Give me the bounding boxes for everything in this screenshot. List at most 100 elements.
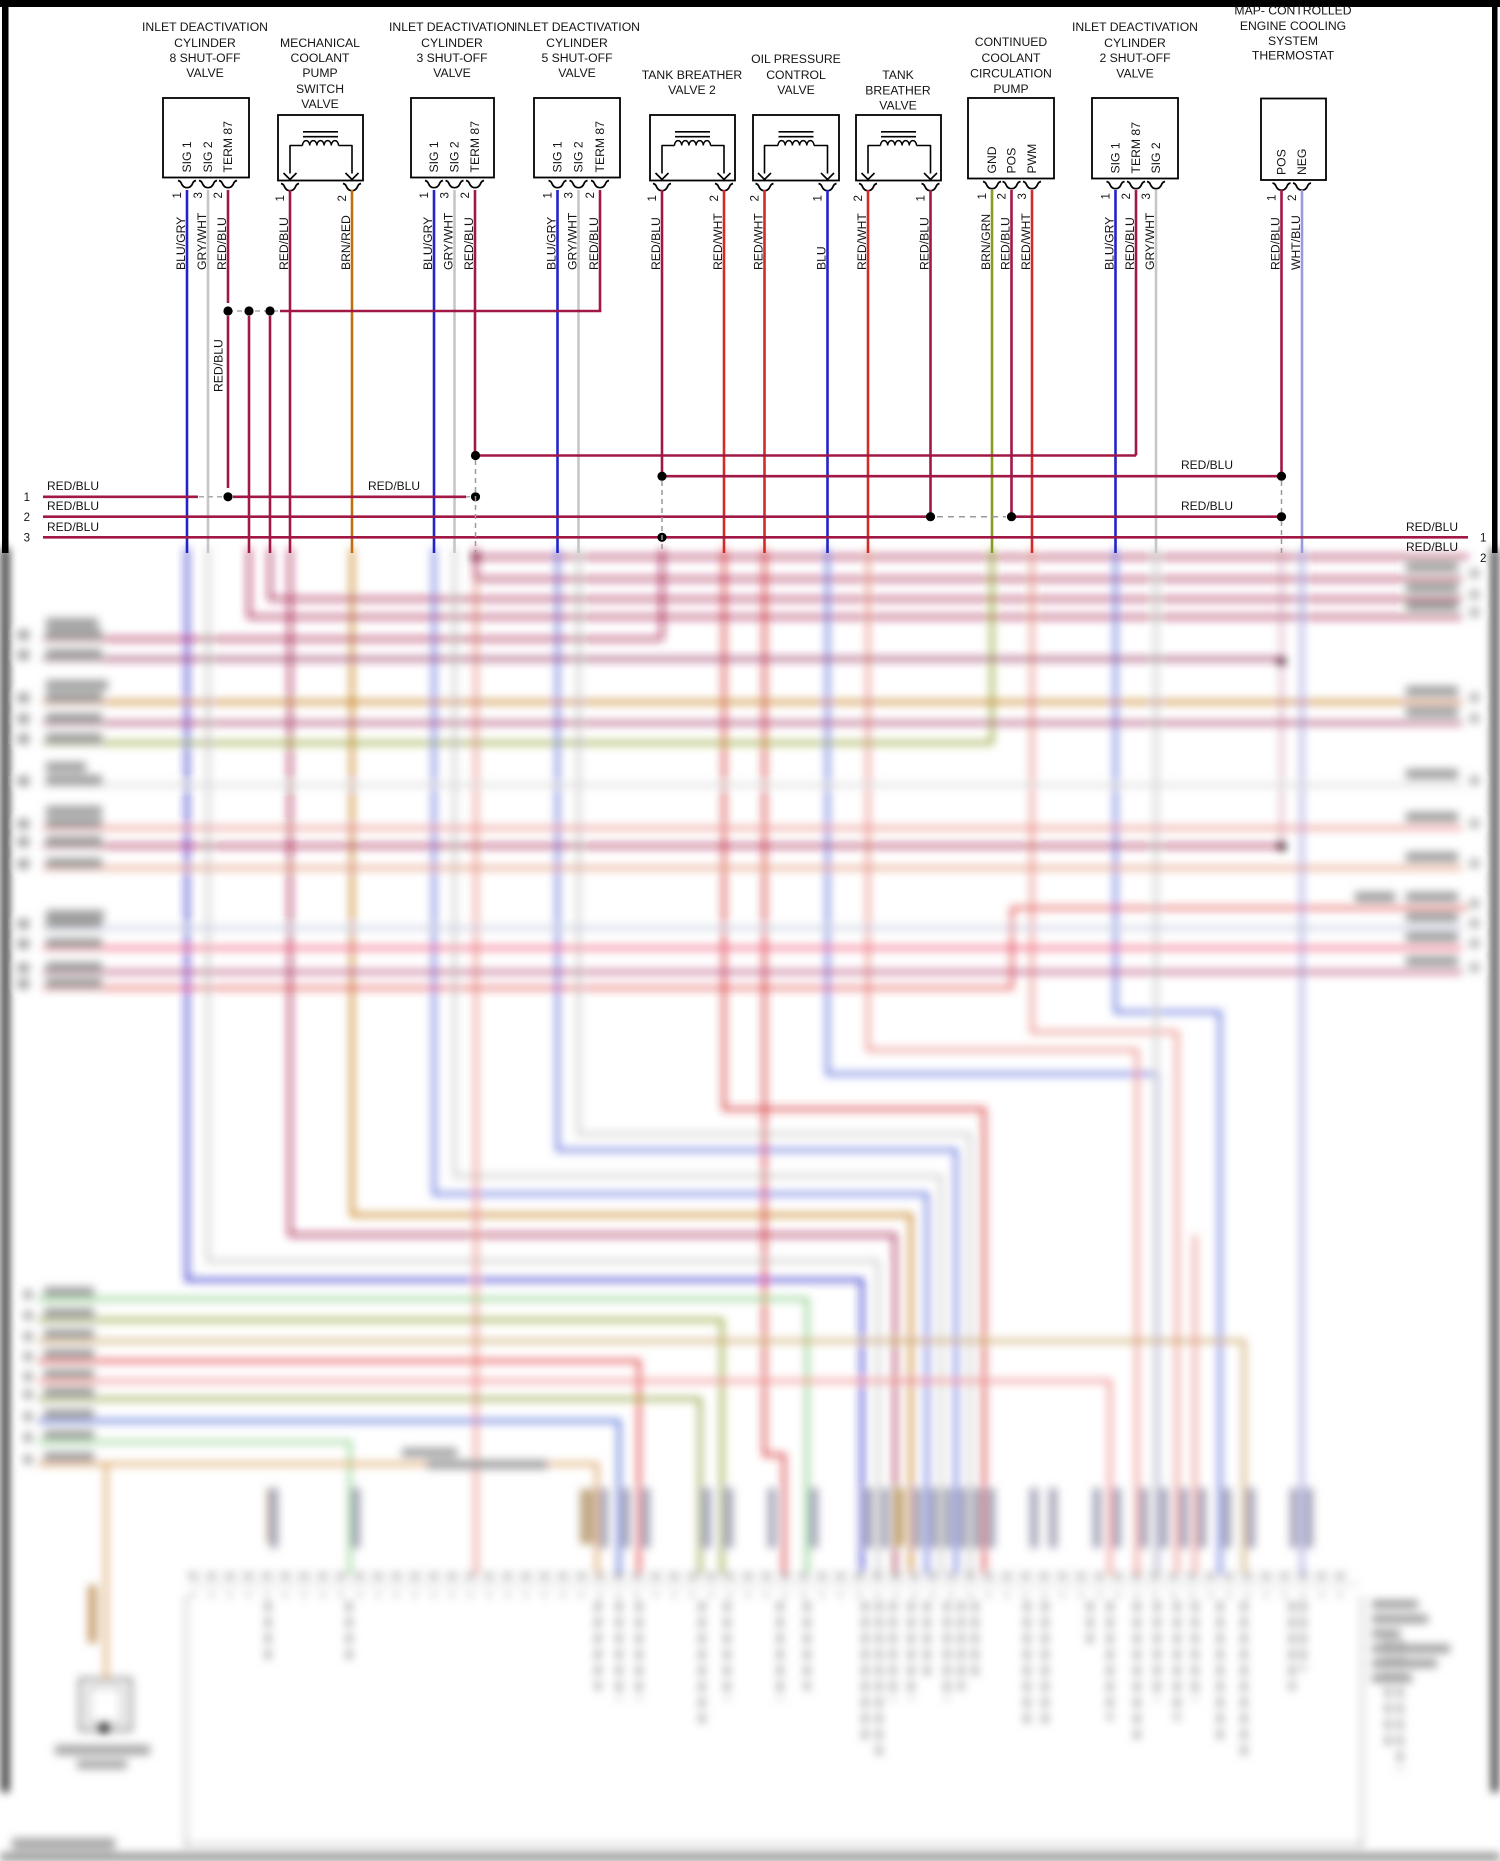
svg-text:BLU/GRY: BLU/GRY <box>174 217 188 270</box>
svg-text:3: 3 <box>193 192 205 198</box>
svg-text:INLET DEACTIVATION: INLET DEACTIVATION <box>1072 20 1198 34</box>
svg-text:MAP- CONTROLLED: MAP- CONTROLLED <box>1234 4 1351 18</box>
svg-text:TANK BREATHER: TANK BREATHER <box>642 68 743 82</box>
svg-text:SIG 2: SIG 2 <box>1149 142 1163 173</box>
svg-text:COOLANT: COOLANT <box>982 51 1041 65</box>
svg-text:COOLANT: COOLANT <box>291 51 350 65</box>
svg-text:CYLINDER: CYLINDER <box>421 36 483 50</box>
svg-text:1: 1 <box>419 192 431 198</box>
svg-text:SIG 1: SIG 1 <box>551 141 565 172</box>
svg-text:RED/BLU: RED/BLU <box>1406 520 1458 534</box>
svg-text:RED/BLU: RED/BLU <box>47 520 99 534</box>
svg-text:2: 2 <box>1480 553 1486 565</box>
svg-text:VALVE: VALVE <box>1116 67 1153 81</box>
svg-text:1: 1 <box>1101 193 1113 199</box>
svg-text:2: 2 <box>585 192 597 198</box>
svg-text:1: 1 <box>275 195 287 201</box>
svg-text:CIRCULATION: CIRCULATION <box>970 67 1052 81</box>
svg-text:SIG 1: SIG 1 <box>1109 142 1123 173</box>
svg-text:WHT/BLU: WHT/BLU <box>1289 215 1303 270</box>
svg-text:1: 1 <box>977 193 989 199</box>
svg-text:1: 1 <box>1267 195 1279 201</box>
svg-text:2: 2 <box>337 195 349 201</box>
svg-text:POS: POS <box>1275 149 1289 175</box>
svg-text:RED/BLU: RED/BLU <box>649 217 663 270</box>
svg-text:SWITCH: SWITCH <box>296 82 344 96</box>
svg-text:8 SHUT-OFF: 8 SHUT-OFF <box>169 51 240 65</box>
svg-text:2 SHUT-OFF: 2 SHUT-OFF <box>1099 51 1170 65</box>
svg-text:2: 2 <box>709 195 721 201</box>
svg-text:RED/BLU: RED/BLU <box>212 339 226 392</box>
svg-text:RED/BLU: RED/BLU <box>215 217 229 270</box>
svg-text:3: 3 <box>564 192 576 198</box>
svg-text:BREATHER: BREATHER <box>865 84 931 98</box>
svg-text:RED/BLU: RED/BLU <box>277 217 291 270</box>
svg-text:1: 1 <box>647 195 659 201</box>
svg-text:2: 2 <box>1287 195 1299 201</box>
svg-text:RED/BLU: RED/BLU <box>918 217 932 270</box>
svg-text:RED/WHT: RED/WHT <box>752 213 766 270</box>
svg-text:VALVE: VALVE <box>186 66 223 80</box>
svg-text:CONTINUED: CONTINUED <box>975 35 1048 49</box>
svg-text:RED/BLU: RED/BLU <box>1181 499 1233 513</box>
svg-text:3: 3 <box>440 192 452 198</box>
svg-text:CONTROL: CONTROL <box>766 68 826 82</box>
svg-text:SIG 1: SIG 1 <box>427 141 441 172</box>
svg-text:RED/BLU: RED/BLU <box>368 479 420 493</box>
svg-text:CYLINDER: CYLINDER <box>1104 36 1166 50</box>
svg-text:GND: GND <box>985 146 999 173</box>
svg-text:THERMOSTAT: THERMOSTAT <box>1252 49 1335 63</box>
svg-text:BLU/GRY: BLU/GRY <box>545 217 559 270</box>
svg-text:SIG 2: SIG 2 <box>448 141 462 172</box>
svg-text:TANK: TANK <box>882 68 914 82</box>
svg-text:3: 3 <box>24 533 30 545</box>
svg-text:RED/WHT: RED/WHT <box>855 213 869 270</box>
svg-text:1: 1 <box>916 195 928 201</box>
svg-text:1: 1 <box>1480 533 1486 545</box>
svg-text:GRY/WHT: GRY/WHT <box>1143 212 1157 270</box>
svg-text:GRY/WHT: GRY/WHT <box>442 212 456 270</box>
svg-text:BLU/GRY: BLU/GRY <box>1103 217 1117 270</box>
svg-text:RED/BLU: RED/BLU <box>1269 217 1283 270</box>
svg-text:RED/BLU: RED/BLU <box>1123 217 1137 270</box>
svg-text:TERM 87: TERM 87 <box>468 121 482 173</box>
svg-text:MECHANICAL: MECHANICAL <box>280 36 360 50</box>
svg-text:BLU/GRY: BLU/GRY <box>421 217 435 270</box>
svg-text:VALVE: VALVE <box>301 97 338 111</box>
svg-text:PUMP: PUMP <box>993 82 1028 96</box>
svg-text:RED/BLU: RED/BLU <box>47 499 99 513</box>
svg-text:SIG 2: SIG 2 <box>201 141 215 172</box>
svg-text:2: 2 <box>750 195 762 201</box>
svg-text:RED/BLU: RED/BLU <box>47 479 99 493</box>
svg-text:TERM 87: TERM 87 <box>593 121 607 173</box>
svg-text:RED/WHT: RED/WHT <box>711 213 725 270</box>
svg-text:VALVE: VALVE <box>558 66 595 80</box>
svg-text:3: 3 <box>1017 193 1029 199</box>
svg-text:GRY/WHT: GRY/WHT <box>195 212 209 270</box>
svg-text:CYLINDER: CYLINDER <box>546 36 608 50</box>
svg-text:RED/BLU: RED/BLU <box>1181 458 1233 472</box>
svg-text:SYSTEM: SYSTEM <box>1268 34 1318 48</box>
svg-text:2: 2 <box>24 512 30 524</box>
svg-text:3 SHUT-OFF: 3 SHUT-OFF <box>416 51 487 65</box>
svg-text:NEG: NEG <box>1295 149 1309 175</box>
svg-text:CYLINDER: CYLINDER <box>174 36 236 50</box>
svg-text:OIL PRESSURE: OIL PRESSURE <box>751 52 841 66</box>
svg-text:2: 2 <box>997 193 1009 199</box>
svg-text:2: 2 <box>460 192 472 198</box>
svg-text:VALVE 2: VALVE 2 <box>668 83 716 97</box>
svg-text:GRY/WHT: GRY/WHT <box>566 212 580 270</box>
svg-text:3: 3 <box>1141 193 1153 199</box>
svg-text:RED/BLU: RED/BLU <box>999 217 1013 270</box>
svg-text:INLET DEACTIVATION: INLET DEACTIVATION <box>514 20 640 34</box>
svg-text:5 SHUT-OFF: 5 SHUT-OFF <box>541 51 612 65</box>
svg-text:BRN/RED: BRN/RED <box>339 215 353 270</box>
svg-text:2: 2 <box>1121 193 1133 199</box>
svg-text:BLU: BLU <box>815 246 829 270</box>
svg-text:RED/WHT: RED/WHT <box>1019 213 1033 270</box>
svg-text:VALVE: VALVE <box>879 99 916 113</box>
svg-text:INLET DEACTIVATION: INLET DEACTIVATION <box>389 20 515 34</box>
svg-text:PUMP: PUMP <box>302 66 337 80</box>
svg-text:RED/BLU: RED/BLU <box>587 217 601 270</box>
svg-text:2: 2 <box>853 195 865 201</box>
